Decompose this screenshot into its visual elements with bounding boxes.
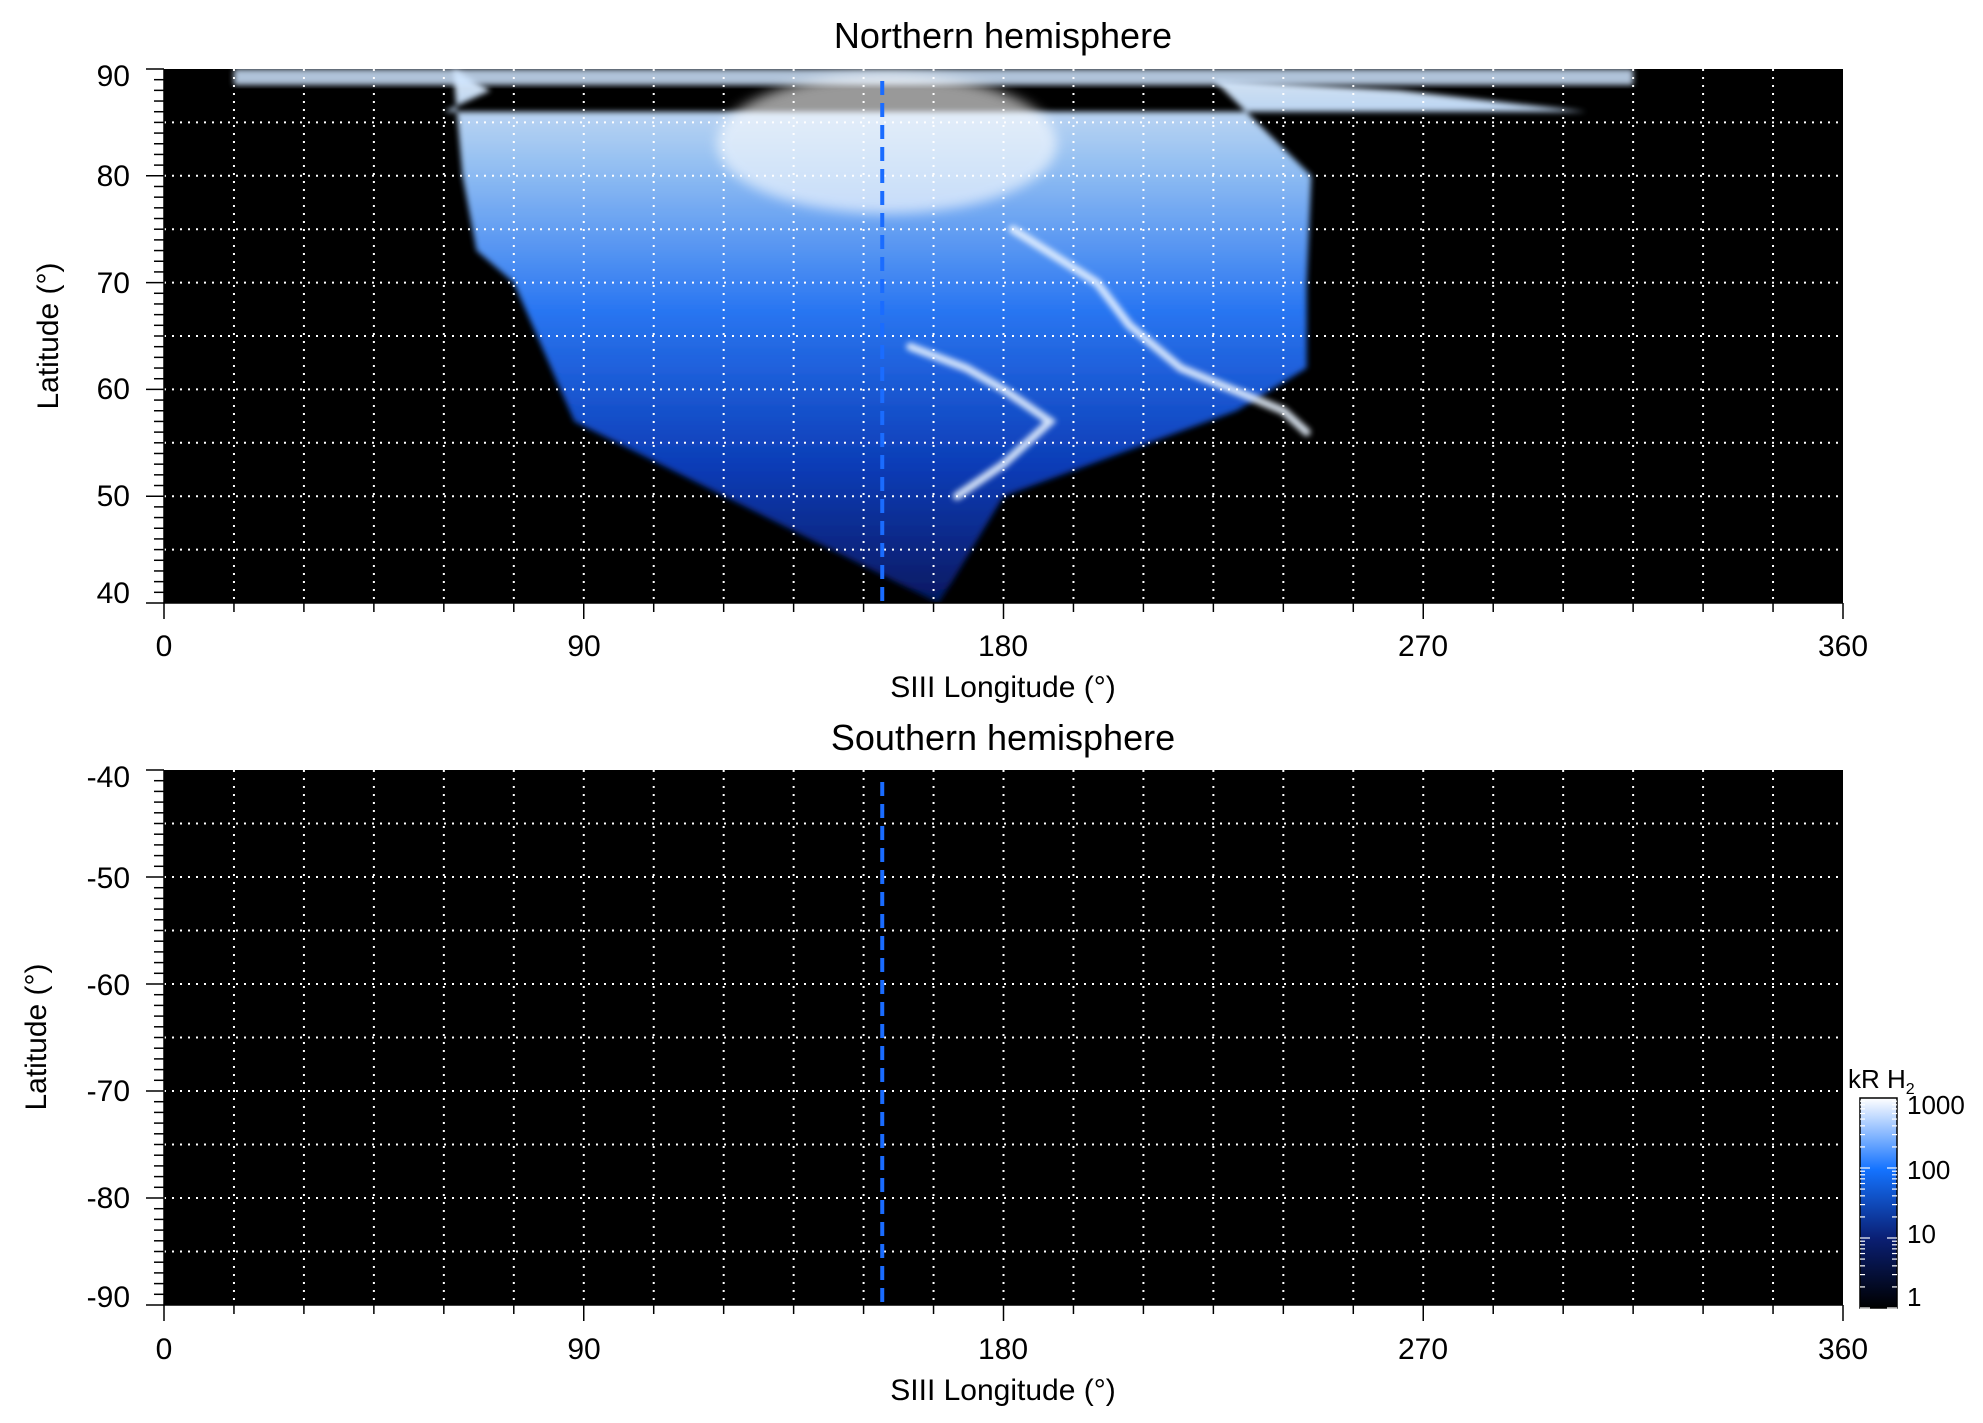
colorbar-minor-ticks xyxy=(1860,1100,1897,1309)
colorbar-label: kR H2 xyxy=(1848,1064,1915,1098)
colorbar: kR H2 1 10 100 1000 xyxy=(1848,1064,1965,1312)
north-ytick-label: 80 xyxy=(97,160,130,193)
south-ytick-label: -70 xyxy=(87,1075,130,1108)
south-x-axis-label: SIII Longitude (°) xyxy=(890,1374,1115,1407)
south-title: Southern hemisphere xyxy=(831,717,1175,758)
north-ytick-label: 90 xyxy=(97,60,130,93)
north-grid xyxy=(164,69,1843,603)
south-xtick-label: 0 xyxy=(156,1333,173,1366)
south-x-tick-labels: 0 90 180 270 360 xyxy=(156,1333,1868,1366)
north-x-tick-labels: 0 90 180 270 360 xyxy=(156,630,1868,663)
south-panel: Southern hemisphere -90 -80 -70 -60 -50 … xyxy=(20,717,1868,1407)
bright-auroral-arc xyxy=(1008,225,1311,437)
north-x-axis-label: SIII Longitude (°) xyxy=(890,671,1115,704)
north-axis-frame xyxy=(163,69,1843,604)
colorbar-tick-label: 1000 xyxy=(1907,1090,1965,1120)
north-ytick-label: 70 xyxy=(97,267,130,300)
colorbar-tick-label: 1 xyxy=(1907,1282,1921,1312)
south-xtick-label: 90 xyxy=(567,1333,600,1366)
south-xtick-label: 360 xyxy=(1818,1333,1868,1366)
south-x-minor-ticks xyxy=(163,770,1844,1321)
south-ytick-label: -50 xyxy=(87,862,130,895)
south-xtick-label: 270 xyxy=(1398,1333,1448,1366)
north-ytick-label: 60 xyxy=(97,373,130,406)
south-y-minor-ticks xyxy=(146,769,164,1306)
north-xtick-label: 0 xyxy=(156,630,173,663)
north-y-minor-ticks xyxy=(146,68,164,604)
south-y-tick-labels: -90 -80 -70 -60 -50 -40 xyxy=(87,761,130,1314)
bright-auroral-arc xyxy=(906,342,1057,501)
north-xtick-label: 360 xyxy=(1818,630,1868,663)
colorbar-gradient xyxy=(1859,1097,1898,1309)
north-xtick-label: 180 xyxy=(978,630,1028,663)
south-y-axis-label: Latitude (°) xyxy=(20,963,53,1110)
north-panel: Northern hemisphere 40 50 60 70 80 90 0 … xyxy=(32,15,1868,704)
north-xtick-label: 270 xyxy=(1398,630,1448,663)
south-grid xyxy=(164,770,1843,1305)
south-axis-frame xyxy=(163,770,1843,1306)
north-y-axis-label: Latitude (°) xyxy=(32,262,65,409)
north-y-tick-labels: 40 50 60 70 80 90 xyxy=(97,60,130,610)
north-xtick-label: 90 xyxy=(567,630,600,663)
south-ytick-label: -60 xyxy=(87,969,130,1002)
north-ytick-label: 40 xyxy=(97,577,130,610)
north-x-minor-ticks xyxy=(163,69,1844,619)
south-ytick-label: -40 xyxy=(87,761,130,794)
north-ytick-label: 50 xyxy=(97,480,130,513)
south-ytick-label: -90 xyxy=(87,1281,130,1314)
colorbar-tick-label: 100 xyxy=(1907,1155,1950,1185)
colorbar-tick-label: 10 xyxy=(1907,1219,1936,1249)
south-xtick-label: 180 xyxy=(978,1333,1028,1366)
auroral-emission-region xyxy=(443,69,1587,603)
north-title: Northern hemisphere xyxy=(834,15,1172,56)
south-ytick-label: -80 xyxy=(87,1182,130,1215)
bright-polar-core xyxy=(716,73,1057,214)
